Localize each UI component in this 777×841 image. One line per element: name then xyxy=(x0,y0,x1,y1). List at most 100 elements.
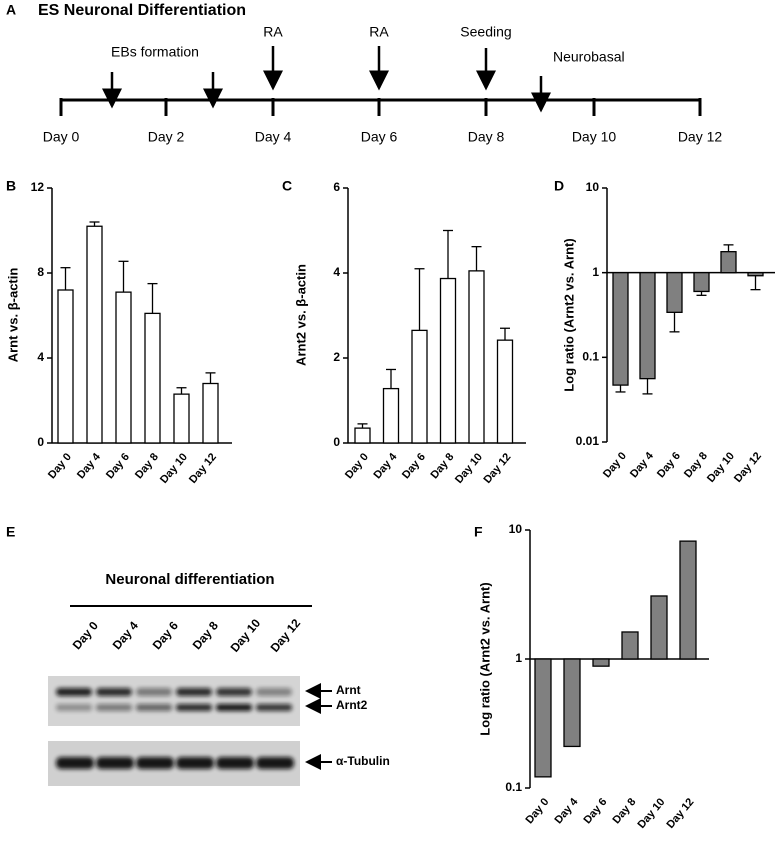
y-tick-label: 1 xyxy=(592,265,599,279)
y-tick-label: 8 xyxy=(37,265,44,279)
bar xyxy=(354,427,371,444)
x-tick-label: Day 8 xyxy=(133,451,161,481)
y-axis-label: Log ratio (Arnt2 vs. Arnt) xyxy=(561,238,576,391)
event-label: RA xyxy=(369,24,389,40)
blot-band xyxy=(136,688,172,696)
lane-label: Day 6 xyxy=(150,618,182,652)
bar xyxy=(57,289,74,444)
blot-band xyxy=(56,688,92,696)
y-tick-label: 10 xyxy=(509,522,523,536)
band-label: Arnt2 xyxy=(336,698,368,712)
x-tick-label: Day 6 xyxy=(104,451,132,481)
blot-band xyxy=(176,757,214,769)
blot-band xyxy=(56,704,92,711)
x-tick-label: Day 12 xyxy=(665,796,697,831)
bar xyxy=(747,272,764,277)
x-tick-label: Day 6 xyxy=(581,796,609,826)
bar xyxy=(639,272,656,380)
y-tick-label: 12 xyxy=(31,180,45,194)
bar xyxy=(666,272,683,313)
x-tick-label: Day 0 xyxy=(46,451,74,481)
day-label: Day 10 xyxy=(572,129,617,145)
bar xyxy=(592,658,610,667)
bar xyxy=(612,272,629,386)
y-tick-label: 0.1 xyxy=(505,780,522,794)
blot-band xyxy=(96,704,132,711)
x-tick-label: Day 12 xyxy=(482,451,514,486)
bar xyxy=(693,272,710,293)
bar xyxy=(115,291,132,444)
y-tick-label: 0.1 xyxy=(582,350,599,364)
bar xyxy=(439,277,457,444)
event-label: RA xyxy=(263,24,283,40)
bar xyxy=(720,251,737,274)
blot-band xyxy=(216,688,252,696)
blot-band xyxy=(256,688,292,696)
bar xyxy=(173,393,190,444)
x-tick-label: Day 0 xyxy=(343,451,371,481)
bar xyxy=(679,540,697,660)
panel-label: D xyxy=(554,178,564,194)
lane-label: Day 8 xyxy=(190,618,222,652)
x-tick-label: Day 6 xyxy=(400,451,428,481)
lane-label: Day 10 xyxy=(228,616,264,655)
band-label: Arnt xyxy=(336,683,361,697)
panel-label: F xyxy=(474,524,483,540)
blot-membrane xyxy=(48,676,300,726)
day-label: Day 0 xyxy=(43,129,80,145)
panel-label: A xyxy=(6,2,16,18)
y-tick-label: 0 xyxy=(37,435,44,449)
bar xyxy=(382,387,400,444)
blot-band xyxy=(216,704,252,711)
x-tick-label: Day 10 xyxy=(158,451,190,486)
y-tick-label: 4 xyxy=(37,350,44,364)
bar xyxy=(650,595,668,660)
event-label: Neurobasal xyxy=(553,49,625,65)
bar xyxy=(86,225,103,444)
lane-label: Day 4 xyxy=(110,618,142,652)
panel-label: C xyxy=(282,178,292,194)
blot-band xyxy=(216,757,254,769)
bar xyxy=(144,312,161,444)
event-label: EBs formation xyxy=(111,44,199,60)
x-tick-label: Day 6 xyxy=(655,450,683,480)
y-tick-label: 0 xyxy=(333,435,340,449)
lane-label: Day 0 xyxy=(70,618,102,652)
x-tick-label: Day 12 xyxy=(187,451,219,486)
event-label: Seeding xyxy=(460,24,511,40)
y-tick-label: 6 xyxy=(333,180,340,194)
timeline-title: ES Neuronal Differentiation xyxy=(38,2,246,19)
x-tick-label: Day 0 xyxy=(523,796,551,826)
bar xyxy=(411,329,428,444)
blot-band xyxy=(176,688,212,696)
day-label: Day 8 xyxy=(468,129,505,145)
x-tick-label: Day 10 xyxy=(636,796,668,831)
blot-band xyxy=(136,757,174,769)
x-tick-label: Day 4 xyxy=(75,450,104,481)
day-label: Day 4 xyxy=(255,129,292,145)
bar xyxy=(621,631,639,660)
blot-band xyxy=(56,757,94,769)
bar xyxy=(468,270,485,444)
bar xyxy=(563,658,581,748)
x-tick-label: Day 4 xyxy=(628,449,657,480)
x-tick-label: Day 0 xyxy=(601,450,629,480)
y-tick-label: 1 xyxy=(515,651,522,665)
x-tick-label: Day 12 xyxy=(732,450,764,485)
blot-band xyxy=(136,704,172,711)
blot-title: Neuronal differentiation xyxy=(105,571,274,588)
blot-band xyxy=(96,757,134,769)
x-tick-label: Day 8 xyxy=(428,451,456,481)
bar xyxy=(534,658,552,778)
y-tick-label: 0.01 xyxy=(576,434,600,448)
blot-band xyxy=(256,757,294,769)
y-tick-label: 4 xyxy=(333,265,340,279)
x-tick-label: Day 8 xyxy=(610,796,638,826)
y-axis-label: Log ratio (Arnt2 vs. Arnt) xyxy=(477,582,492,735)
x-tick-label: Day 10 xyxy=(705,450,737,485)
panel-label: E xyxy=(6,524,15,540)
x-tick-label: Day 4 xyxy=(371,450,400,481)
y-tick-label: 10 xyxy=(586,180,600,194)
bar xyxy=(202,382,219,444)
